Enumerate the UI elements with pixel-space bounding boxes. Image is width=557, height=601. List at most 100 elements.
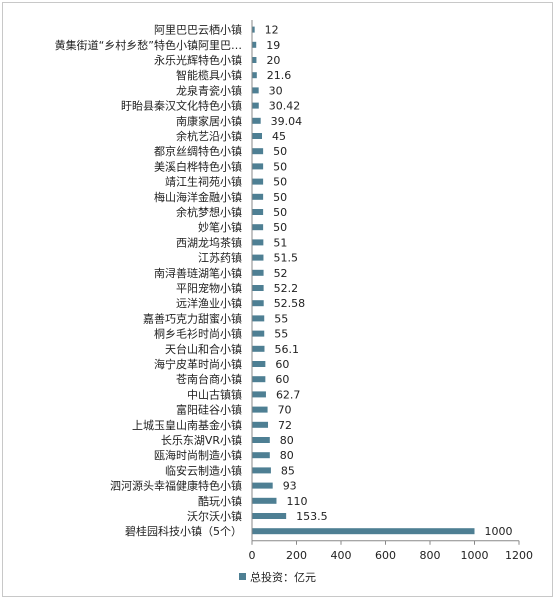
category-label-34: 碧桂园科技小镇（5个） [125,524,242,538]
value-label-21: 55 [274,328,288,341]
bar-20 [252,315,265,322]
chart-frame: 阿里巴巴云栖小镇 黄集街道“乡村乡愁”特色小镇阿里巴… 永乐光辉特色小镇 智能榄具小镇… [2,2,553,597]
value-label-23: 60 [275,358,289,371]
category-label-20: 嘉善巧克力甜蜜小镇 [143,311,242,325]
bar-29 [252,452,270,459]
bars-layer [252,26,475,535]
category-label-5: 龙泉青瓷小镇 [176,83,242,97]
bar-8 [252,133,263,139]
value-label-31: 93 [283,480,297,493]
bar-1 [252,26,255,33]
value-label-9: 50 [273,145,287,158]
value-label-32: 110 [286,495,307,508]
bar-4 [252,72,257,79]
value-label-17: 52 [274,267,288,280]
category-label-1: 阿里巴巴云栖小镇 [154,23,242,37]
category-label-32: 酷玩小镇 [198,494,242,508]
category-labels: 阿里巴巴云栖小镇黄集街道“乡村乡愁”特色小镇阿里巴…永乐光辉特色小镇智能榄具小镇… [55,23,242,539]
bar-32 [252,497,277,504]
bar-11 [252,178,264,185]
x-tick-label-6: 1000 [461,549,489,562]
category-label-17: 南浔善琏湖笔小镇 [154,266,242,280]
value-label-29: 80 [280,449,294,462]
x-tick-label-7: 1200 [505,549,533,562]
value-label-25: 62.7 [276,388,301,401]
value-label-22: 56.1 [274,343,299,356]
bar-22 [252,345,265,352]
category-label-14: 妙笔小镇 [198,220,242,234]
legend-label: 总投资：亿元 [250,570,316,584]
category-label-18: 平阳宠物小镇 [176,281,242,295]
value-label-26: 70 [278,404,292,417]
bar-13 [252,209,264,215]
category-label-4: 智能榄具小镇 [176,68,242,82]
bar-24 [252,376,266,383]
category-label-2: 黄集街道“乡村乡愁”特色小镇阿里巴… [55,38,242,52]
bar-7 [252,117,261,124]
value-label-2: 19 [266,39,280,52]
bar-33 [252,513,287,519]
value-label-24: 60 [275,373,289,386]
value-label-27: 72 [278,419,292,432]
category-label-30: 临安云制造小镇 [165,463,242,477]
category-label-11: 靖江生祠苑小镇 [165,175,242,189]
bar-17 [252,269,264,276]
category-label-10: 美溪白桦特色小镇 [154,159,242,173]
bar-3 [252,57,257,63]
category-label-12: 梅山海洋金融小镇 [154,190,242,204]
bar-23 [252,361,266,367]
category-label-24: 苍南台商小镇 [176,372,242,386]
category-label-31: 泗河源头幸福健康特色小镇 [110,479,242,493]
bar-34 [252,528,475,535]
value-label-20: 55 [274,312,288,325]
category-label-13: 余杭梦想小镇 [176,205,242,219]
value-label-8: 45 [272,130,286,143]
bar-9 [252,148,264,155]
category-label-19: 远洋渔业小镇 [176,296,242,310]
value-label-5: 30 [269,84,283,97]
category-label-3: 永乐光辉特色小镇 [154,53,242,67]
bar-16 [252,254,264,261]
value-label-16: 51.5 [273,252,298,265]
category-label-26: 富阳硅谷小镇 [176,403,242,417]
category-label-7: 南康家居小镇 [176,114,242,128]
value-label-15: 51 [273,236,287,249]
value-label-10: 50 [273,160,287,173]
bar-27 [252,421,269,428]
category-label-25: 中山古镇镇 [187,387,242,401]
legend-swatch [239,573,246,580]
value-label-14: 50 [273,221,287,234]
category-label-9: 都京丝绸特色小镇 [154,144,242,158]
value-labels: 12 19 20 21.6 30 30.42 39.04 45 50 50 50 50 50 50 51 51… [265,24,513,539]
category-label-23: 海宁皮革时尚小镇 [154,357,242,371]
x-tick-label-2: 200 [286,549,307,562]
bar-6 [252,102,259,109]
value-label-11: 50 [273,176,287,189]
bar-28 [252,437,270,443]
category-label-6: 盱眙县秦汉文化特色小镇 [121,99,242,113]
category-label-8: 余杭艺沿小镇 [176,129,242,143]
value-label-13: 50 [273,206,287,219]
value-label-1: 12 [265,24,279,37]
value-label-18: 52.2 [274,282,299,295]
category-label-15: 西湖龙坞茶镇 [176,235,242,249]
bar-15 [252,239,264,246]
bar-19 [252,300,264,307]
value-label-33: 153.5 [296,510,328,523]
category-label-29: 瓯海时尚制造小镇 [154,448,242,462]
value-label-34: 1000 [485,525,513,538]
x-tick-label-3: 400 [331,549,352,562]
category-label-28: 长乐东湖VR小镇 [161,433,242,447]
value-label-12: 50 [273,191,287,204]
legend: 总投资：亿元 [239,570,316,584]
bar-21 [252,330,265,337]
category-label-21: 桐乡毛衫时尚小镇 [154,327,242,341]
bar-14 [252,224,264,231]
x-tick-labels: 0 200 400 600 800 1000 1200 [249,540,533,562]
x-tick-label-5: 800 [420,549,441,562]
bar-5 [252,87,259,94]
value-label-7: 39.04 [271,115,303,128]
value-label-28: 80 [280,434,294,447]
bar-30 [252,467,271,474]
category-label-27: 上城玉皇山南基金小镇 [132,418,242,432]
